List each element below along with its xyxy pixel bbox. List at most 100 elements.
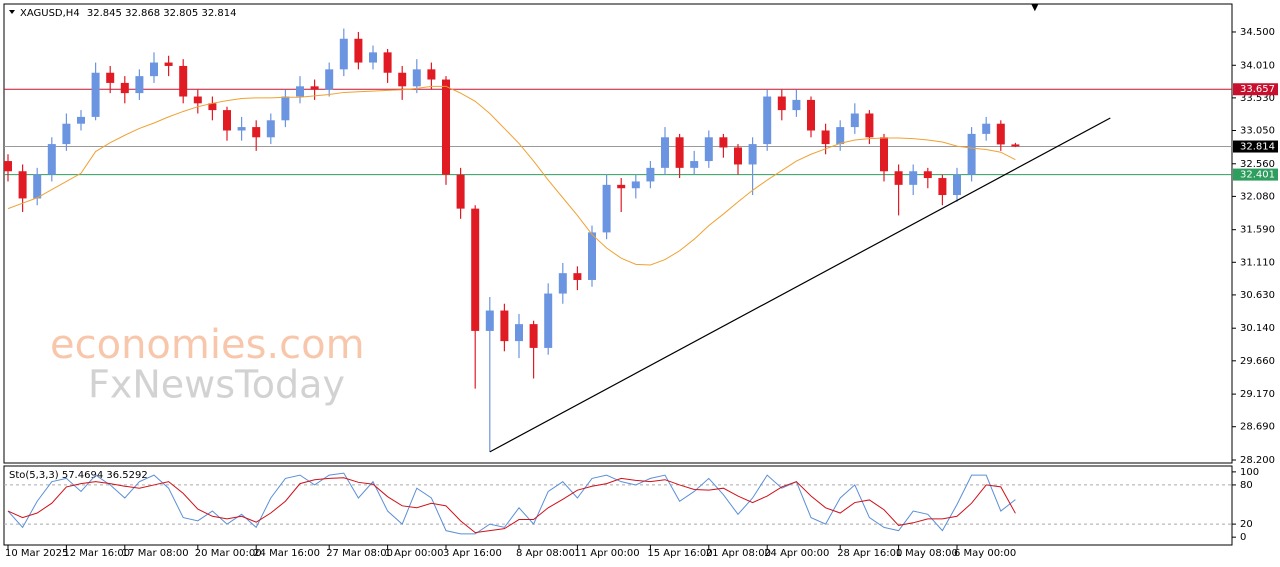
candle-body: [4, 161, 12, 172]
y-tick-label: 28.200: [1240, 455, 1275, 466]
x-tick-label: 3 Apr 16:00: [443, 548, 502, 559]
candle-body: [456, 174, 465, 209]
stoch-header: Sto(5,3,3) 57.4694 36.5292: [9, 470, 148, 481]
y-tick-label: 34.500: [1240, 27, 1275, 38]
candle-body: [865, 113, 874, 138]
candle-body: [967, 133, 976, 175]
candle-body: [339, 38, 348, 70]
candle-body: [150, 62, 158, 77]
candle-body: [325, 69, 334, 90]
chart-header: XAGUSD,H4 32.845 32.868 32.805 32.814: [20, 8, 236, 19]
main-panel: [3, 3, 1233, 464]
menu-arrow: [9, 10, 15, 14]
y-tick-label: 33.530: [1240, 93, 1275, 104]
candle-body: [471, 208, 480, 331]
watermark: FxNewsToday: [88, 363, 345, 407]
candle-body: [631, 181, 640, 189]
y-tick-label: 32.560: [1240, 159, 1275, 170]
candle-body: [106, 72, 115, 83]
candle-body: [792, 99, 801, 111]
candle-body: [500, 310, 509, 342]
candle-body: [427, 69, 436, 80]
level-label: 33.657: [1240, 84, 1275, 95]
y-tick-label: 29.170: [1240, 389, 1275, 400]
x-tick-label: 1 Apr 00:00: [385, 548, 444, 559]
stoch-main-value: 57.4694: [62, 470, 103, 481]
candle-body: [485, 310, 494, 331]
candle-body: [646, 167, 655, 182]
candle-body: [1011, 144, 1020, 147]
candle-body: [909, 171, 918, 185]
x-tick-label: 1 May 08:00: [896, 548, 958, 559]
candle-body: [894, 171, 903, 185]
candle-body: [661, 137, 669, 168]
candle-body: [734, 147, 742, 165]
stoch-tick-label: 0: [1240, 532, 1246, 543]
y-tick-label: 28.690: [1240, 422, 1275, 433]
candle-body: [120, 82, 129, 94]
stoch-main: [7, 472, 1016, 535]
candle-body: [18, 171, 27, 199]
x-tick-label: 8 Apr 08:00: [516, 548, 575, 559]
candle-body: [281, 96, 290, 121]
candle-body: [135, 76, 144, 94]
candle-body: [179, 65, 188, 97]
candle-body: [880, 137, 888, 172]
candle-body: [617, 184, 626, 189]
level-tag: [1233, 83, 1278, 96]
y-tick-label: 30.630: [1240, 290, 1275, 301]
y-tick-label: 32.080: [1240, 191, 1275, 202]
header-low: 32.805: [163, 8, 198, 19]
candle-body: [807, 99, 815, 131]
y-tick-label: 31.110: [1240, 257, 1275, 268]
candle-body: [398, 72, 407, 87]
shift-marker: ▼: [1031, 2, 1039, 13]
current-price-tag: [1233, 140, 1278, 153]
x-tick-label: 20 Mar 00:00: [195, 548, 262, 559]
header-high: 32.868: [125, 8, 160, 19]
y-tick-label: 31.590: [1240, 225, 1275, 236]
x-tick-label: 15 Apr 16:00: [647, 548, 712, 559]
x-tick-label: 24 Apr 00:00: [764, 548, 829, 559]
header-close: 32.814: [201, 8, 236, 19]
trendline: [489, 117, 1111, 453]
x-tick-label: 24 Mar 16:00: [253, 548, 320, 559]
stoch-signal: [7, 477, 1016, 534]
stoch-tick-label: 100: [1240, 467, 1259, 478]
candle-body: [923, 171, 932, 179]
y-tick-label: 34.010: [1240, 60, 1275, 71]
y-tick-label: 30.140: [1240, 323, 1275, 334]
candle-body: [47, 144, 56, 175]
candle-body: [193, 96, 202, 104]
candle-body: [777, 96, 786, 111]
stoch-panel: [3, 465, 1233, 546]
candle-body: [310, 86, 319, 90]
level-label: 32.401: [1240, 170, 1275, 181]
candle-body: [982, 123, 991, 134]
x-tick-label: 10 Mar 2025: [5, 548, 68, 559]
candle-body: [354, 38, 363, 63]
candle-body: [515, 324, 523, 342]
candle-body: [602, 184, 611, 233]
y-tick-label: 29.660: [1240, 356, 1275, 367]
candle-body: [33, 174, 42, 199]
x-tick-label: 17 Mar 08:00: [122, 548, 189, 559]
candle-body: [544, 293, 553, 348]
current-price-label: 32.814: [1240, 142, 1275, 153]
candle-body: [252, 127, 261, 138]
candle-body: [237, 127, 246, 131]
candle-body: [223, 110, 231, 131]
candle-body: [821, 130, 830, 145]
candle-body: [91, 72, 100, 117]
candle-body: [442, 79, 450, 175]
candle-body: [529, 324, 538, 348]
header-open: 32.845: [87, 8, 122, 19]
candle-body: [836, 127, 845, 145]
plot-area: [4, 28, 1232, 453]
candle-body: [62, 123, 71, 145]
y-tick-label: 33.050: [1240, 125, 1275, 136]
candle-body: [208, 103, 217, 111]
stoch-label: Sto(5,3,3): [9, 470, 59, 481]
watermark: economies.com: [50, 322, 365, 368]
x-tick-label: 27 Mar 08:00: [326, 548, 393, 559]
